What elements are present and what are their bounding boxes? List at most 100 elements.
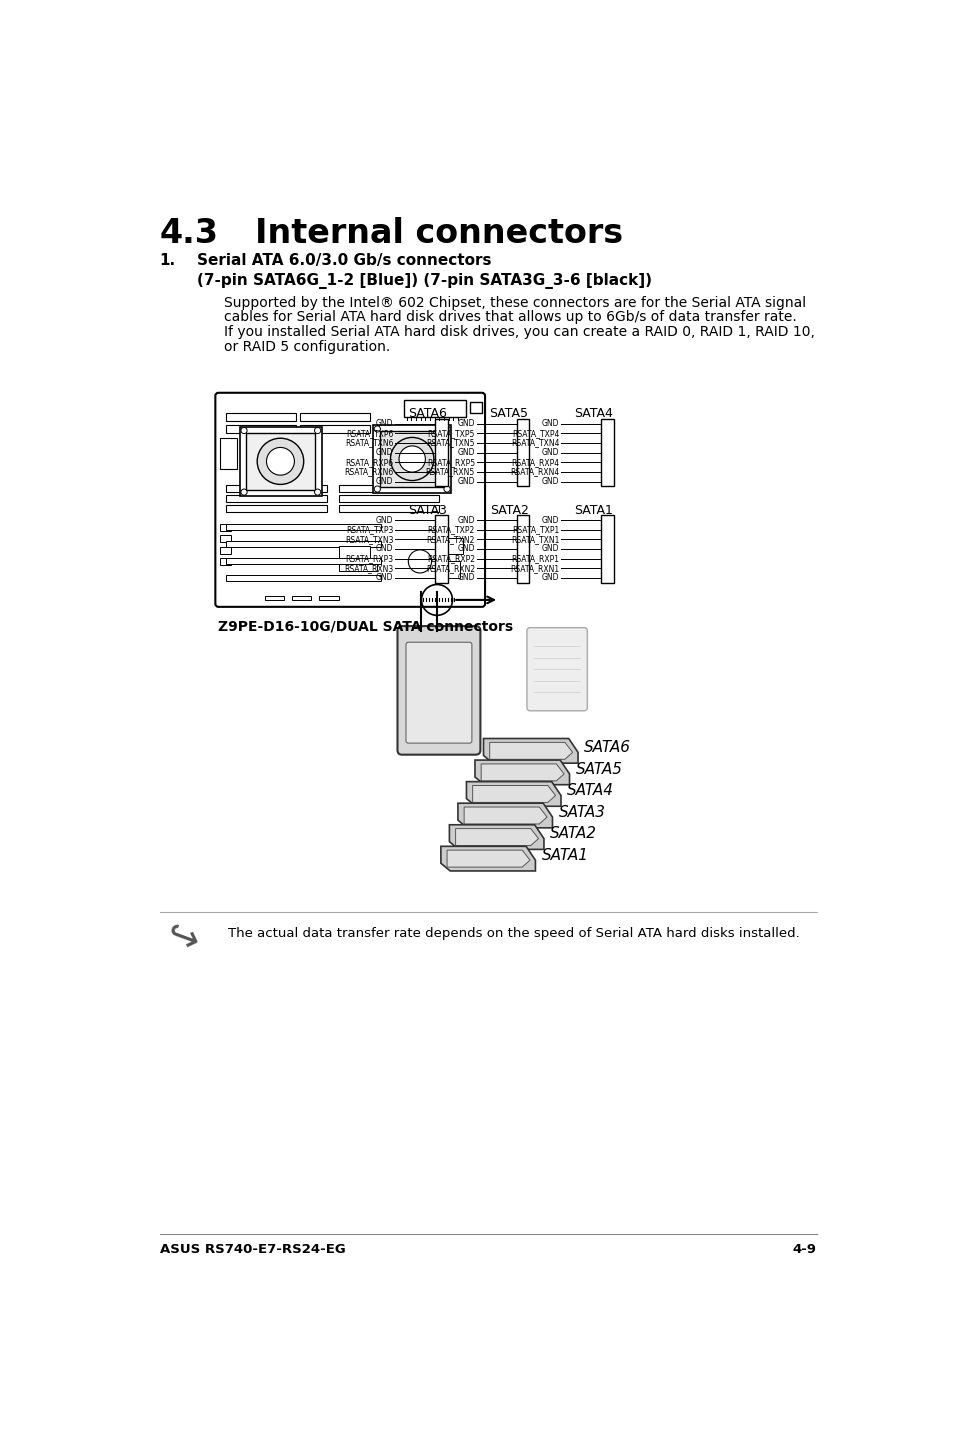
Text: ↪: ↪ (161, 915, 204, 962)
Circle shape (314, 427, 320, 434)
FancyBboxPatch shape (397, 626, 480, 755)
Circle shape (266, 447, 294, 475)
Text: RSATA_RXN4: RSATA_RXN4 (510, 467, 558, 476)
Text: 4.3: 4.3 (159, 217, 218, 250)
Text: 1.: 1. (159, 253, 175, 269)
Text: (7-pin SATA6G_1-2 [Blue]) (7-pin SATA3G_3-6 [black]): (7-pin SATA6G_1-2 [Blue]) (7-pin SATA3G_… (196, 273, 651, 289)
Bar (220, 558, 231, 565)
Text: SATA1: SATA1 (541, 848, 588, 863)
Text: If you installed Serial ATA hard disk drives, you can create a RAID 0, RAID 1, R: If you installed Serial ATA hard disk dr… (224, 325, 814, 339)
Polygon shape (464, 807, 546, 824)
Polygon shape (457, 804, 552, 828)
Bar (226, 495, 327, 502)
Text: GND: GND (375, 477, 394, 486)
Bar (226, 575, 381, 581)
Polygon shape (483, 739, 578, 764)
Circle shape (257, 439, 303, 485)
Bar (299, 426, 369, 433)
Text: SATA6: SATA6 (583, 741, 631, 755)
Text: GND: GND (457, 449, 475, 457)
Circle shape (390, 437, 434, 480)
Bar (220, 546, 231, 554)
Bar (299, 413, 369, 420)
Circle shape (241, 427, 247, 434)
Text: SATA3: SATA3 (558, 805, 605, 820)
Text: GND: GND (375, 515, 394, 525)
Bar (439, 538, 462, 554)
Text: SATA4: SATA4 (574, 407, 613, 420)
Circle shape (374, 426, 380, 431)
Polygon shape (480, 764, 563, 781)
Text: ASUS RS740-E7-RS24-EG: ASUS RS740-E7-RS24-EG (159, 1242, 345, 1255)
Bar (338, 485, 439, 492)
Text: 4-9: 4-9 (792, 1242, 816, 1255)
Text: The actual data transfer rate depends on the speed of Serial ATA hard disks inst: The actual data transfer rate depends on… (228, 928, 799, 940)
Text: RSATA_RXN1: RSATA_RXN1 (510, 564, 558, 572)
Bar (517, 418, 529, 486)
Polygon shape (489, 742, 572, 759)
Text: RSATA_TXN6: RSATA_TXN6 (345, 439, 394, 447)
Text: RSATA_RXP3: RSATA_RXP3 (345, 554, 394, 564)
Text: RSATA_RXP6: RSATA_RXP6 (345, 457, 394, 467)
FancyBboxPatch shape (406, 643, 472, 743)
Text: SATA5: SATA5 (575, 762, 622, 777)
Text: SATA5: SATA5 (489, 407, 528, 420)
FancyBboxPatch shape (526, 627, 587, 710)
Bar (226, 558, 381, 564)
Circle shape (314, 489, 320, 495)
Text: RSATA_TXN5: RSATA_TXN5 (426, 439, 475, 447)
Bar (435, 418, 447, 486)
Bar (226, 505, 327, 512)
Text: RSATA_TXP2: RSATA_TXP2 (427, 525, 475, 533)
Bar (379, 431, 444, 486)
Polygon shape (447, 850, 530, 867)
Bar (226, 413, 295, 420)
Text: GND: GND (541, 449, 558, 457)
Bar (220, 439, 236, 469)
Bar (338, 505, 439, 512)
Text: RSATA_RXN2: RSATA_RXN2 (425, 564, 475, 572)
Bar (240, 427, 321, 496)
Bar (517, 515, 529, 582)
Text: GND: GND (457, 574, 475, 582)
Bar (220, 523, 231, 531)
Bar (338, 495, 439, 502)
Text: RSATA_TXP5: RSATA_TXP5 (427, 429, 475, 439)
Text: GND: GND (375, 545, 394, 554)
Text: RSATA_TXP3: RSATA_TXP3 (346, 525, 394, 533)
Text: GND: GND (541, 574, 558, 582)
Bar (338, 564, 377, 571)
Bar (435, 515, 447, 582)
FancyBboxPatch shape (215, 393, 484, 607)
Text: or RAID 5 configuration.: or RAID 5 configuration. (224, 339, 390, 354)
Text: RSATA_TXP1: RSATA_TXP1 (512, 525, 558, 533)
Text: SATA4: SATA4 (567, 784, 614, 798)
Text: RSATA_TXN1: RSATA_TXN1 (511, 535, 558, 544)
Polygon shape (472, 785, 555, 802)
Text: RSATA_RXN6: RSATA_RXN6 (344, 467, 394, 476)
Bar (246, 433, 315, 490)
Text: RSATA_TXN2: RSATA_TXN2 (426, 535, 475, 544)
Text: RSATA_TXP6: RSATA_TXP6 (346, 429, 394, 439)
Text: GND: GND (457, 515, 475, 525)
Circle shape (241, 489, 247, 495)
Text: SATA1: SATA1 (574, 503, 613, 516)
Polygon shape (456, 828, 537, 846)
Text: SATA2: SATA2 (550, 827, 597, 841)
Text: GND: GND (375, 449, 394, 457)
Bar (600, 515, 613, 582)
Text: GND: GND (457, 477, 475, 486)
Bar (226, 541, 381, 546)
Bar (226, 525, 381, 529)
Bar (404, 400, 466, 417)
Bar (443, 561, 459, 578)
Polygon shape (440, 847, 535, 871)
Text: SATA6: SATA6 (408, 407, 447, 420)
Text: cables for Serial ATA hard disk drives that allows up to 6Gb/s of data transfer : cables for Serial ATA hard disk drives t… (224, 311, 796, 325)
Bar (469, 403, 481, 413)
Circle shape (398, 446, 425, 472)
Polygon shape (475, 761, 569, 785)
Text: GND: GND (541, 420, 558, 429)
Bar (373, 426, 451, 493)
Text: RSATA_RXP1: RSATA_RXP1 (511, 554, 558, 564)
